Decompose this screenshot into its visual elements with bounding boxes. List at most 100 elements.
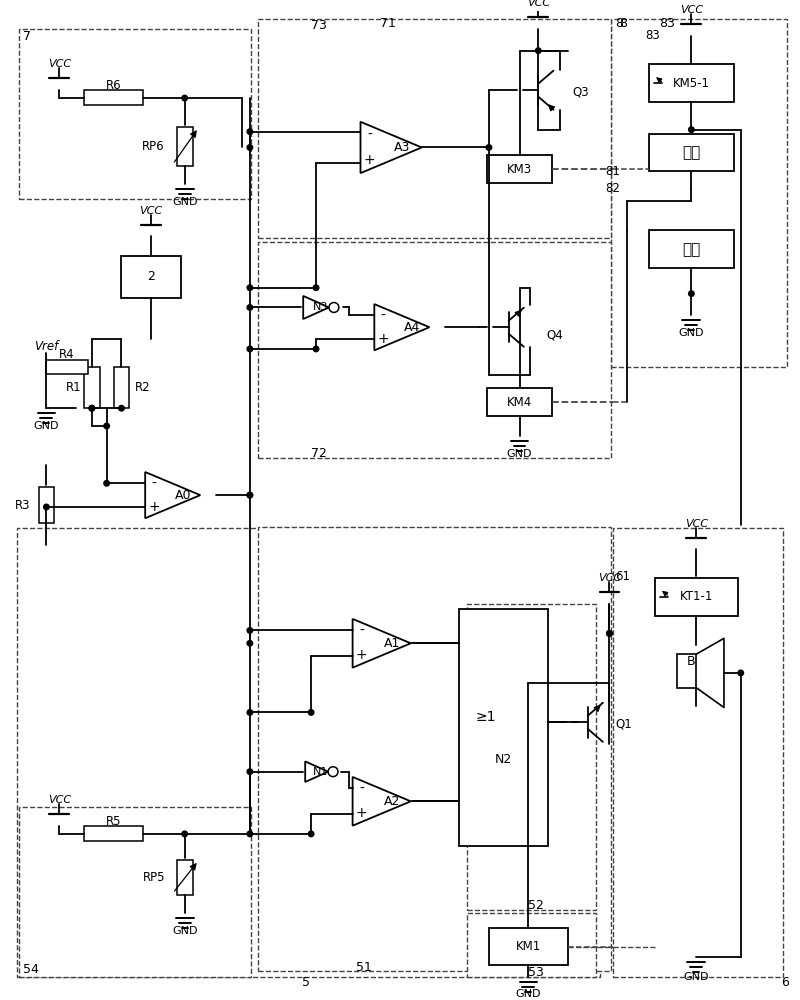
Text: KM5-1: KM5-1: [673, 77, 710, 90]
Text: Q4: Q4: [546, 329, 563, 342]
Bar: [84, 367, 100, 408]
Bar: [46, 360, 88, 374]
Text: VCC: VCC: [685, 519, 708, 529]
Text: R1: R1: [66, 381, 82, 394]
Circle shape: [535, 48, 541, 53]
Circle shape: [247, 492, 253, 498]
Text: VCC: VCC: [48, 795, 71, 805]
Bar: [467, 913, 595, 977]
Text: VCC: VCC: [48, 59, 71, 69]
Text: 82: 82: [606, 182, 620, 195]
Circle shape: [104, 481, 110, 486]
Text: 83: 83: [658, 17, 674, 30]
Text: KM1: KM1: [516, 940, 541, 953]
Text: +: +: [363, 153, 375, 167]
Text: N2: N2: [495, 753, 512, 766]
Circle shape: [486, 145, 492, 150]
Bar: [487, 388, 552, 416]
Bar: [649, 230, 734, 268]
Circle shape: [89, 405, 94, 411]
Bar: [614, 528, 783, 977]
Circle shape: [44, 504, 49, 510]
Circle shape: [247, 641, 253, 646]
Bar: [611, 19, 787, 367]
Circle shape: [314, 285, 319, 290]
Text: A3: A3: [394, 141, 410, 154]
Text: R6: R6: [106, 79, 122, 92]
Text: 加热: 加热: [682, 242, 701, 257]
Text: 制冷: 制冷: [682, 145, 701, 160]
Text: 2: 2: [147, 270, 155, 283]
Circle shape: [247, 285, 253, 290]
Text: N3: N3: [314, 302, 329, 312]
Bar: [258, 19, 611, 238]
Text: 81: 81: [606, 165, 620, 178]
Text: 73: 73: [311, 19, 327, 32]
Bar: [677, 654, 696, 688]
Bar: [177, 127, 193, 166]
Text: 72: 72: [311, 447, 327, 460]
Text: B: B: [687, 655, 696, 668]
Text: Vref: Vref: [34, 340, 59, 353]
Text: KM4: KM4: [507, 396, 532, 409]
Text: +: +: [356, 806, 367, 820]
Text: +: +: [148, 500, 160, 514]
Bar: [459, 609, 548, 846]
Text: 71: 71: [380, 17, 396, 30]
Text: VCC: VCC: [680, 5, 703, 15]
Text: -: -: [381, 309, 386, 323]
Text: A4: A4: [404, 321, 420, 334]
Bar: [18, 29, 251, 199]
Text: VCC: VCC: [526, 0, 550, 8]
Circle shape: [247, 145, 253, 150]
Bar: [258, 242, 611, 458]
Bar: [38, 487, 54, 523]
Bar: [489, 928, 568, 965]
Bar: [18, 807, 251, 977]
Circle shape: [308, 710, 314, 715]
Text: 7: 7: [22, 30, 30, 43]
Circle shape: [247, 710, 253, 715]
Text: GND: GND: [34, 421, 59, 431]
Bar: [114, 367, 130, 408]
Text: GND: GND: [683, 972, 709, 982]
Bar: [17, 528, 599, 977]
Text: KM3: KM3: [507, 163, 532, 176]
Bar: [487, 155, 552, 183]
Text: -: -: [152, 477, 157, 491]
Circle shape: [689, 291, 694, 296]
Text: GND: GND: [506, 449, 532, 459]
Circle shape: [104, 423, 110, 429]
Circle shape: [247, 305, 253, 310]
Text: 53: 53: [528, 966, 544, 979]
Text: 61: 61: [615, 570, 630, 583]
Bar: [467, 604, 595, 910]
Circle shape: [314, 346, 319, 352]
Bar: [122, 256, 181, 298]
Text: R5: R5: [106, 815, 122, 828]
Text: GND: GND: [678, 328, 704, 338]
Circle shape: [182, 95, 187, 101]
Text: GND: GND: [172, 926, 198, 936]
Bar: [649, 64, 734, 102]
Circle shape: [738, 670, 743, 676]
Circle shape: [118, 405, 124, 411]
Text: 6: 6: [782, 976, 789, 989]
Text: RP6: RP6: [142, 140, 165, 153]
Circle shape: [247, 492, 253, 498]
Circle shape: [247, 831, 253, 837]
Circle shape: [606, 631, 612, 636]
Text: A1: A1: [384, 637, 400, 650]
Text: ≥1: ≥1: [476, 710, 496, 724]
Text: 8: 8: [619, 17, 627, 30]
Bar: [84, 826, 143, 841]
Text: 52: 52: [528, 899, 544, 912]
Circle shape: [247, 628, 253, 633]
Text: R2: R2: [135, 381, 151, 394]
Text: +: +: [356, 648, 367, 662]
Text: -: -: [359, 624, 364, 638]
Text: 8: 8: [615, 17, 623, 30]
Text: 51: 51: [355, 961, 371, 974]
Bar: [177, 860, 193, 895]
Text: GND: GND: [172, 197, 198, 207]
